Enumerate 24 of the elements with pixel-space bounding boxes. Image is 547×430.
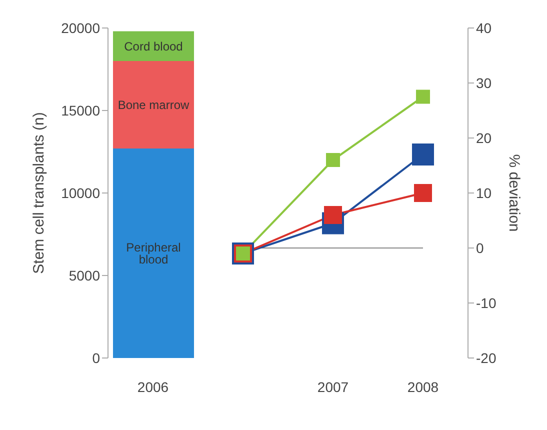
- series-label: Cord blood: [124, 39, 183, 54]
- y2-tick-label: 10: [476, 184, 492, 201]
- y-tick-label: 0: [92, 350, 100, 366]
- point: [326, 153, 340, 167]
- y-tick-label: 10000: [61, 184, 100, 201]
- y2-axis-title: % deviation: [506, 154, 523, 232]
- x-tick-label: 2007: [317, 378, 349, 395]
- point: [416, 90, 430, 104]
- y-axis-title: Stem cell transplants (n): [30, 112, 48, 274]
- x-tick-label: 2008: [407, 378, 439, 395]
- series-label: Peripheral blood: [126, 240, 181, 266]
- y-tick-label: 15000: [61, 102, 100, 118]
- series-label: Bone marrow: [118, 98, 190, 112]
- y2-tick-label: -10: [476, 294, 496, 311]
- y2-tick-label: 40: [476, 20, 492, 36]
- y-tick-label: 5000: [68, 267, 100, 284]
- x-tick-label: 2006: [137, 378, 169, 395]
- y2-tick-label: 0: [476, 240, 484, 256]
- y2-tick-label: -20: [476, 350, 496, 366]
- y-tick-label: 20000: [61, 20, 100, 36]
- y2-tick-label: 30: [476, 74, 492, 91]
- point: [414, 184, 432, 202]
- y2-tick-label: 20: [476, 130, 492, 146]
- point: [412, 144, 434, 166]
